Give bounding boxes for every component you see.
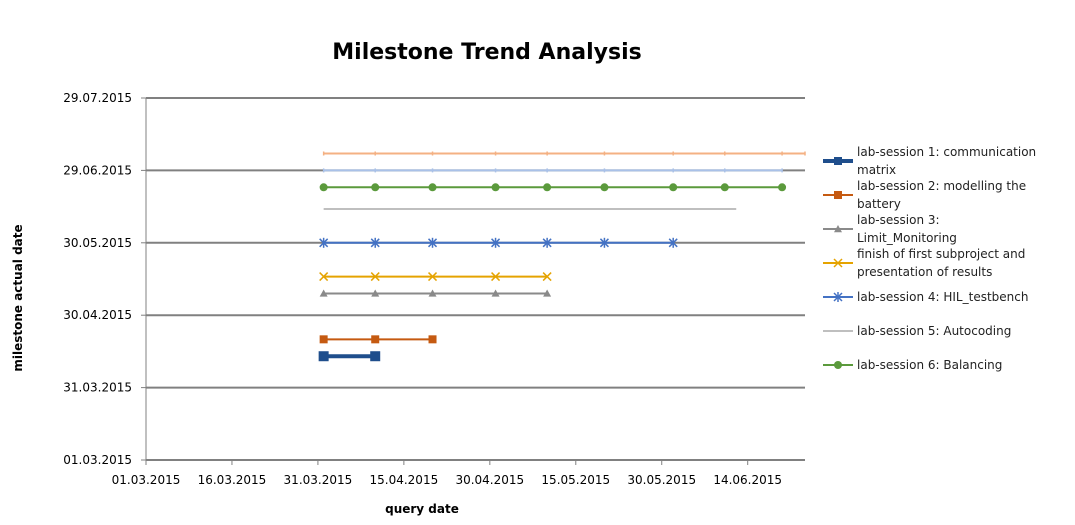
x-tick-label: 15.04.2015 [370, 473, 439, 487]
legend-item: lab-session 4: HIL_testbench [823, 290, 1028, 304]
legend-label: lab-session 5: Autocoding [857, 324, 1011, 338]
series-7-point-marker [428, 183, 437, 192]
y-axis-title: milestone actual date [11, 224, 25, 371]
series-7-point-marker [669, 183, 678, 192]
series-1-point-marker [318, 351, 329, 362]
series-3-point-marker [491, 289, 500, 297]
series-9 [322, 151, 806, 156]
gridlines [146, 97, 805, 461]
legend-swatch-marker [834, 225, 842, 233]
legend-swatch-marker [833, 292, 843, 302]
series-4-point-marker [319, 272, 329, 282]
y-tick-label: 29.06.2015 [63, 163, 132, 177]
axes: 01.03.2015 31.03.2015 30.04.2015 30.05.2015… [63, 91, 782, 487]
y-tick-label: 31.03.2015 [63, 381, 132, 395]
legend-label: lab-session 2: modelling the battery [857, 179, 1026, 211]
x-tick-label: 01.03.2015 [112, 473, 181, 487]
series-2-point-marker [371, 335, 380, 344]
x-axis-title: query date [385, 502, 459, 516]
series-5-point-marker [542, 237, 552, 248]
series-4-point-marker [370, 272, 380, 282]
y-tick-label: 01.03.2015 [63, 453, 132, 467]
legend-label: lab-session 3: Limit_Monitoring [857, 213, 957, 245]
legend-swatch-marker [833, 258, 843, 268]
series-7-point-marker [371, 183, 380, 192]
x-tick-label: 30.04.2015 [455, 473, 524, 487]
series-5-point-marker [491, 237, 501, 248]
series-7 [319, 183, 787, 192]
x-tick-label: 30.05.2015 [627, 473, 696, 487]
y-tick-label: 30.04.2015 [63, 308, 132, 322]
y-tick-label: 30.05.2015 [63, 236, 132, 250]
series-5-point-marker [319, 237, 329, 248]
legend-item: lab-session 5: Autocoding [823, 324, 1011, 338]
series-5-point-marker [599, 237, 609, 248]
series-3 [319, 289, 552, 297]
legend-label: lab-session 1: communication matrix [857, 145, 1036, 177]
legend-item: lab-session 2: modelling the battery [823, 179, 1026, 211]
legend-label: lab-session 4: HIL_testbench [857, 290, 1028, 304]
x-tick-label: 31.03.2015 [284, 473, 353, 487]
x-tick-label: 14.06.2015 [713, 473, 782, 487]
series-4-point-marker [542, 272, 552, 282]
legend-label: finish of first subproject and presentati… [857, 247, 1025, 279]
series-3-point-marker [319, 289, 328, 297]
series-4 [319, 272, 552, 282]
series-5-point-marker [370, 237, 380, 248]
series-5-point-marker [427, 237, 438, 248]
legend-item: finish of first subproject and presentati… [823, 247, 1025, 279]
legend-swatch-marker [834, 361, 842, 369]
series-7-point-marker [491, 183, 500, 192]
series-7-point-marker [319, 183, 328, 192]
series-5 [319, 237, 678, 248]
series-5-point-marker [668, 237, 678, 248]
series-7-point-marker [720, 183, 729, 192]
legend-item: lab-session 3: Limit_Monitoring [823, 213, 957, 245]
series-1-point-marker [370, 351, 381, 362]
series-7-point-marker [600, 183, 609, 192]
series-group [318, 151, 806, 362]
series-1 [318, 351, 381, 362]
series-2-point-marker [428, 335, 437, 344]
series-8 [322, 168, 783, 173]
x-tick-label: 15.05.2015 [541, 473, 610, 487]
y-tick-label: 29.07.2015 [63, 91, 132, 105]
series-3-point-marker [543, 289, 552, 297]
series-2 [319, 335, 437, 344]
series-7-point-marker [778, 183, 787, 192]
series-7-point-marker [543, 183, 552, 192]
legend-item: lab-session 1: communication matrix [823, 145, 1036, 177]
legend-swatch-marker [834, 191, 842, 199]
series-3-point-marker [371, 289, 380, 297]
series-3-point-marker [428, 289, 437, 297]
x-tick-label: 16.03.2015 [198, 473, 267, 487]
series-2-point-marker [319, 335, 328, 344]
legend-label: lab-session 6: Balancing [857, 358, 1002, 372]
legend-swatch-marker [834, 157, 842, 165]
legend-item: lab-session 6: Balancing [823, 358, 1002, 372]
legend: lab-session 1: communication matrixlab-se… [823, 145, 1036, 372]
series-4-point-marker [427, 272, 438, 282]
chart-title: Milestone Trend Analysis [332, 40, 641, 65]
series-4-point-marker [491, 272, 501, 282]
